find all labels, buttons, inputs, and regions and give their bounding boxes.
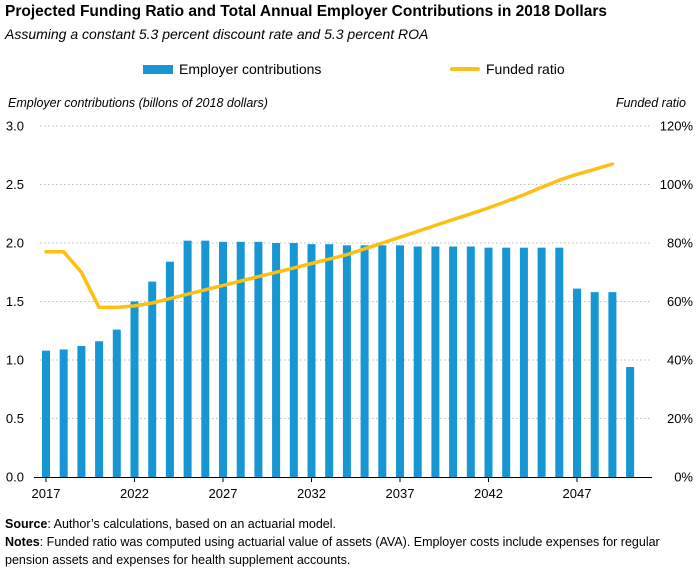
bar [396, 245, 404, 477]
bar [59, 349, 68, 477]
right-tick-label: 80% [667, 236, 693, 251]
x-tick-label: 2032 [297, 486, 326, 501]
right-axis-title: Funded ratio [615, 96, 686, 110]
bar [626, 367, 635, 477]
bar [272, 243, 281, 477]
bar [342, 245, 351, 477]
legend-label-contributions: Employer contributions [179, 61, 322, 77]
chart-subtitle: Assuming a constant 5.3 percent discount… [5, 26, 429, 42]
bar [449, 246, 458, 477]
chart-notes: Source: Author’s calculations, based on … [5, 515, 695, 569]
x-tick-label: 2042 [474, 486, 503, 501]
bar [112, 329, 121, 477]
bar [484, 247, 493, 477]
notes-label: Notes [5, 535, 40, 549]
source-text: : Author’s calculations, based on an act… [47, 517, 336, 531]
left-tick-label: 1.0 [6, 353, 24, 368]
bar [42, 350, 50, 477]
bar [502, 247, 511, 477]
right-tick-label: 120% [660, 119, 694, 134]
bar [325, 244, 334, 477]
bar [219, 241, 227, 477]
x-tick-label: 2022 [120, 486, 149, 501]
bar [378, 245, 387, 477]
left-tick-label: 2.5 [6, 177, 24, 192]
right-tick-label: 20% [667, 411, 693, 426]
bar [608, 292, 617, 477]
left-axis-title: Employer contributions (billons of 2018 … [8, 96, 268, 110]
chart-title: Projected Funding Ratio and Total Annual… [5, 3, 607, 20]
bar [201, 240, 210, 477]
legend-swatch-bar [143, 64, 173, 74]
bar [130, 301, 139, 477]
bar [289, 243, 298, 477]
bar [95, 341, 104, 477]
left-tick-label: 1.5 [6, 294, 24, 309]
bar [307, 244, 316, 477]
bar [236, 241, 245, 477]
notes-text: : Funded ratio was computed using actuar… [5, 535, 660, 567]
bar [360, 245, 369, 477]
bar [431, 246, 440, 477]
right-tick-label: 100% [660, 177, 694, 192]
left-tick-label: 0.0 [6, 470, 24, 485]
funded-ratio-line [44, 162, 615, 310]
left-tick-label: 2.0 [6, 236, 24, 251]
bar [413, 246, 422, 477]
bar [148, 281, 157, 477]
bar [555, 247, 564, 477]
x-tick-label: 2027 [209, 486, 238, 501]
bar [183, 240, 192, 477]
bar [590, 292, 599, 477]
right-tick-label: 40% [667, 353, 693, 368]
bar [77, 345, 86, 477]
bar [519, 247, 528, 477]
legend-item-funded-ratio: Funded ratio [450, 60, 565, 78]
bar [573, 288, 581, 477]
left-tick-label: 3.0 [6, 119, 24, 134]
right-tick-label: 0% [674, 470, 693, 485]
bar [537, 247, 546, 477]
x-tick-label: 2037 [386, 486, 415, 501]
source-label: Source [5, 517, 48, 531]
left-tick-label: 0.5 [6, 411, 24, 426]
notes-line: Notes: Funded ratio was computed using a… [5, 533, 695, 569]
bar [466, 246, 475, 477]
x-tick-label: 2047 [563, 486, 592, 501]
bar [254, 241, 263, 477]
x-tick-label: 2017 [32, 486, 61, 501]
bar [165, 261, 174, 477]
legend-item-contributions: Employer contributions [143, 60, 321, 78]
legend-swatch-line [450, 67, 480, 71]
source-line: Source: Author’s calculations, based on … [5, 515, 695, 533]
right-tick-label: 60% [667, 294, 693, 309]
legend-label-funded-ratio: Funded ratio [486, 61, 565, 77]
